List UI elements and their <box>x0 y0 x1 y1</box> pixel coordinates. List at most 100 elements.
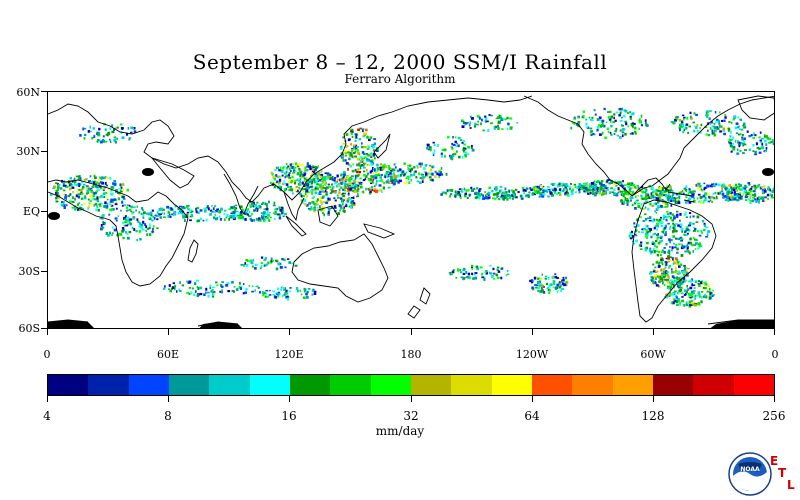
rain-pixel <box>665 257 668 260</box>
rain-pixel <box>177 211 181 215</box>
rain-pixel <box>614 130 617 133</box>
rain-pixel <box>542 185 545 188</box>
rain-pixel <box>65 186 68 189</box>
rain-pixel <box>743 190 746 194</box>
rain-pixel <box>529 187 532 190</box>
rain-pixel <box>748 135 752 138</box>
rain-pixel <box>384 175 387 179</box>
rain-pixel <box>658 280 661 283</box>
rain-pixel <box>742 186 745 189</box>
rain-pixel <box>82 208 85 210</box>
rain-pixel <box>672 262 675 265</box>
rain-pixel <box>588 188 591 192</box>
rain-pixel <box>402 173 406 177</box>
rain-pixel <box>365 128 368 132</box>
rain-pixel <box>582 110 586 113</box>
rain-pixel <box>714 126 717 129</box>
rain-pixel <box>662 217 665 221</box>
rain-pixel <box>460 190 463 193</box>
rain-pixel <box>255 285 259 288</box>
rain-pixel <box>512 190 515 193</box>
rain-pixel <box>319 185 322 189</box>
rain-pixel <box>383 181 385 185</box>
rain-pixel <box>436 172 439 176</box>
rain-pixel <box>495 188 498 192</box>
colorbar-tick <box>47 396 48 402</box>
rain-pixel <box>342 202 344 206</box>
rain-pixel <box>407 167 410 171</box>
rain-pixel <box>687 250 690 253</box>
rain-pixel <box>109 127 112 130</box>
rain-pixel <box>665 215 669 219</box>
rain-pixel <box>251 265 254 268</box>
rain-pixel <box>186 205 189 208</box>
rain-pixel <box>665 293 668 296</box>
rain-pixel <box>664 261 668 263</box>
rain-pixel <box>391 173 395 176</box>
rain-pixel <box>261 216 264 220</box>
rain-pixel <box>341 187 345 189</box>
rain-pixel <box>205 287 208 291</box>
rain-pixel <box>576 124 579 126</box>
rain-pixel <box>698 244 701 248</box>
rain-pixel <box>358 163 360 166</box>
rain-pixel <box>599 182 601 185</box>
rain-pixel <box>688 189 691 192</box>
rain-pixel <box>649 272 653 275</box>
rain-pixel <box>724 114 727 116</box>
rain-pixel <box>736 199 739 202</box>
rain-pixel <box>681 121 684 124</box>
rain-pixel <box>644 198 647 202</box>
rain-pixel <box>694 126 698 129</box>
rain-pixel <box>169 289 173 293</box>
rain-pixel <box>714 192 717 195</box>
rain-pixel <box>610 187 613 190</box>
rain-pixel <box>656 197 660 201</box>
rain-pixel <box>231 214 235 218</box>
rain-pixel <box>497 116 500 119</box>
rain-pixel <box>684 270 688 274</box>
rain-pixel <box>216 284 219 287</box>
rain-pixel <box>128 138 131 141</box>
rain-pixel <box>113 138 116 142</box>
rain-pixel <box>752 194 754 196</box>
rain-pixel <box>102 223 105 226</box>
rain-pixel <box>652 233 655 236</box>
rain-pixel <box>151 231 155 233</box>
rain-pixel <box>269 211 271 214</box>
rain-pixel <box>655 212 658 214</box>
rain-pixel <box>562 183 565 187</box>
rain-pixel <box>493 193 496 195</box>
rain-pixel <box>597 192 600 195</box>
rain-pixel <box>128 231 132 234</box>
colorbar-segment-6 <box>289 375 331 395</box>
rain-pixel <box>285 170 288 174</box>
rain-pixel <box>683 280 686 283</box>
rain-pixel <box>469 121 471 125</box>
rain-pixel <box>615 194 619 197</box>
rain-pixel <box>98 179 101 182</box>
rain-pixel <box>570 126 573 130</box>
rain-pixel <box>771 196 774 199</box>
rain-pixel <box>273 175 276 179</box>
rain-pixel <box>746 199 749 203</box>
rain-pixel <box>344 178 348 181</box>
rain-pixel <box>268 294 272 296</box>
rain-pixel <box>692 121 695 124</box>
rain-pixel <box>298 167 301 171</box>
rain-pixel <box>634 126 637 130</box>
rain-pixel <box>543 286 545 288</box>
rain-pixel <box>262 201 264 204</box>
rain-pixel <box>349 151 352 155</box>
rain-pixel <box>162 287 166 290</box>
rain-pixel <box>449 272 452 274</box>
rain-pixel <box>748 193 751 196</box>
rain-pixel <box>239 287 242 290</box>
rain-pixel <box>275 292 279 294</box>
rain-pixel <box>769 188 771 192</box>
rain-pixel <box>649 249 652 253</box>
rain-pixel <box>490 272 492 275</box>
rain-pixel <box>631 125 634 129</box>
rain-pixel <box>502 197 505 201</box>
rain-pixel <box>642 220 646 222</box>
